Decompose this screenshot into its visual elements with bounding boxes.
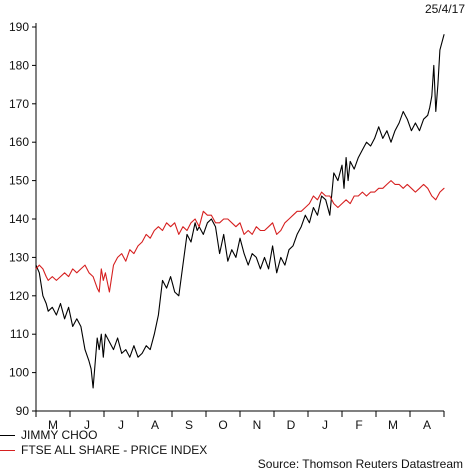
axes: 90 100 110 120 130 140 150 160 170 180 190 M J J A S O N D… <box>9 20 445 432</box>
x-tick-label: A <box>151 418 159 432</box>
legend-item-jimmy-choo: JIMMY CHOO <box>0 428 207 443</box>
y-tick-label: 150 <box>9 174 29 188</box>
date-stamp: 25/4/17 <box>424 2 465 16</box>
x-tick-label: O <box>218 418 227 432</box>
y-tick-label: 110 <box>10 327 29 341</box>
legend-label-jimmy-choo: JIMMY CHOO <box>21 428 98 442</box>
legend-swatch-red <box>0 450 15 451</box>
legend-swatch-black <box>0 435 15 436</box>
series-line-jimmy-choo <box>35 34 445 389</box>
y-tick-label: 190 <box>9 20 29 34</box>
x-tick-label: J <box>322 418 328 432</box>
y-tick-label: 100 <box>9 366 29 380</box>
y-tick-label: 180 <box>9 58 29 72</box>
legend-label-ftse: FTSE ALL SHARE - PRICE INDEX <box>21 443 208 457</box>
x-tick-label: M <box>48 418 58 432</box>
y-tick-label: 120 <box>9 289 29 303</box>
series-layer <box>35 34 445 389</box>
y-tick-label: 170 <box>9 97 29 111</box>
series-line-ftse <box>35 180 445 293</box>
x-tick-label: D <box>287 418 296 432</box>
y-tick-label: 160 <box>9 135 29 149</box>
x-tick-label: F <box>355 418 362 432</box>
x-tick-label: J <box>84 418 90 432</box>
legend-item-ftse: FTSE ALL SHARE - PRICE INDEX <box>0 443 207 458</box>
x-tick-label: J <box>118 418 124 432</box>
y-tick-label: 140 <box>9 212 29 226</box>
y-tick-label: 90 <box>16 404 30 418</box>
x-tick-label: A <box>423 418 431 432</box>
x-tick-label: S <box>185 418 193 432</box>
source-note: Source: Thomson Reuters Datastream <box>257 457 463 471</box>
legend: JIMMY CHOO FTSE ALL SHARE - PRICE INDEX <box>0 428 207 458</box>
x-tick-label: M <box>388 418 398 432</box>
y-tick-label: 130 <box>9 250 29 264</box>
x-tick-label: N <box>253 418 262 432</box>
